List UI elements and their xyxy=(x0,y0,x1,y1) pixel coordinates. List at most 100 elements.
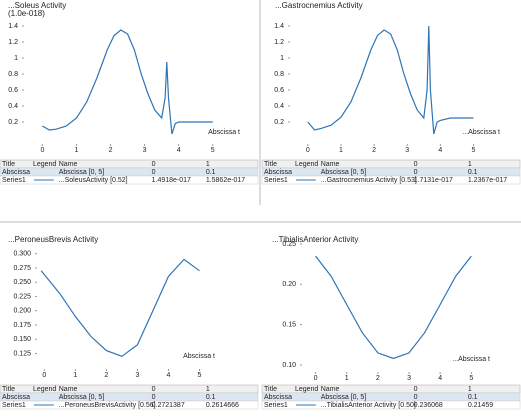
panel-title: ...TibialisAnterior Activity xyxy=(272,235,358,244)
x-tick-label: 5 xyxy=(472,147,476,154)
x-tick-label: 4 xyxy=(438,375,442,382)
table-header: Title xyxy=(264,161,277,168)
y-tick-label: 0.15 xyxy=(282,321,296,328)
x-axis-label: Abscissa t xyxy=(183,353,215,360)
table-header: 1 xyxy=(206,161,210,168)
table-header: 0 xyxy=(152,161,156,168)
table-row-bg xyxy=(261,167,521,177)
x-tick-label: 5 xyxy=(211,147,215,154)
x-tick-label: 0 xyxy=(42,372,46,379)
table-header: 0 xyxy=(152,386,156,393)
x-tick-label: 2 xyxy=(372,147,376,154)
y-tick-label: 1.4 xyxy=(8,23,18,30)
x-tick-label: 2 xyxy=(104,372,108,379)
x-tick-label: 2 xyxy=(109,147,113,154)
y-tick-label: 0.125 xyxy=(13,350,31,357)
y-tick-label: 1.2 xyxy=(8,39,18,46)
table-header: 0 xyxy=(414,386,418,393)
y-tick-label: 1 xyxy=(280,55,284,62)
table-cell: ...PeroneusBrevisActivity [0.56] xyxy=(59,402,156,409)
panel-subtitle: (1.0e-018) xyxy=(8,9,45,18)
x-tick-label: 0 xyxy=(40,147,44,154)
series-line xyxy=(40,258,200,357)
table-cell: 0.1 xyxy=(468,394,478,401)
table-header: Legend xyxy=(295,161,318,168)
y-tick-label: 1 xyxy=(14,55,18,62)
table-header: 0 xyxy=(414,161,418,168)
table-cell: 0.236068 xyxy=(414,402,443,409)
table-cell: Abscissa xyxy=(264,169,292,176)
x-tick-label: 3 xyxy=(143,147,147,154)
x-tick-label: 3 xyxy=(407,375,411,382)
table-cell: 0 xyxy=(414,169,418,176)
series-line xyxy=(42,29,213,135)
x-tick-label: 3 xyxy=(405,147,409,154)
x-tick-label: 1 xyxy=(73,372,77,379)
x-tick-label: 3 xyxy=(135,372,139,379)
table-row-bg xyxy=(261,175,521,185)
y-tick-label: 0.200 xyxy=(13,308,31,315)
table-header: Title xyxy=(2,161,15,168)
table-cell: 1.2367e-017 xyxy=(468,177,507,184)
table-header: Name xyxy=(321,161,340,168)
table-cell: 0.1 xyxy=(206,169,216,176)
table-row-bg xyxy=(0,175,259,185)
table-cell: Abscissa [0, 5] xyxy=(321,169,367,176)
y-tick-label: 1.4 xyxy=(274,23,284,30)
x-axis-label: ...Abscissa t xyxy=(452,356,490,363)
table-header: Legend xyxy=(295,386,318,393)
y-tick-label: 0.175 xyxy=(13,322,31,329)
x-tick-label: 0 xyxy=(306,147,310,154)
y-tick-label: 0.10 xyxy=(282,362,296,369)
table-header: Legend xyxy=(33,161,56,168)
x-axis-label: Abscissa t xyxy=(208,129,240,136)
table-header: Name xyxy=(59,386,78,393)
table-row-bg xyxy=(0,167,259,177)
table-row-bg xyxy=(0,392,259,402)
y-tick-label: 0.6 xyxy=(274,87,284,94)
panel-title: ...Soleus Activity xyxy=(8,1,66,10)
panel-title: ...Gastrocnemius Activity xyxy=(275,1,363,10)
x-tick-label: 1 xyxy=(339,147,343,154)
table-cell: 1.4918e-017 xyxy=(152,177,191,184)
y-tick-label: 0.4 xyxy=(274,103,284,110)
series-line xyxy=(315,255,472,360)
table-header: 1 xyxy=(468,386,472,393)
x-axis-label: ...Abscissa t xyxy=(462,129,500,136)
table-cell: ...SoleusActivity [0.52] xyxy=(59,177,128,184)
table-cell: 0.2721387 xyxy=(152,402,185,409)
table-cell: 0 xyxy=(152,169,156,176)
table-cell: 0.1 xyxy=(206,394,216,401)
table-cell: Series1 xyxy=(264,177,288,184)
table-cell: Abscissa xyxy=(2,169,30,176)
panel-title: ...PeroneusBrevis Activity xyxy=(8,235,98,244)
y-tick-label: 0.300 xyxy=(13,251,31,258)
table-cell: 0.21459 xyxy=(468,402,493,409)
table-header: Title xyxy=(2,386,15,393)
table-cell: 1.7131e-017 xyxy=(414,177,453,184)
x-tick-label: 0 xyxy=(314,375,318,382)
y-tick-label: 0.2 xyxy=(8,119,18,126)
y-tick-label: 0.4 xyxy=(8,103,18,110)
x-tick-label: 2 xyxy=(376,375,380,382)
y-tick-label: 0.20 xyxy=(282,281,296,288)
y-tick-label: 1.2 xyxy=(274,39,284,46)
table-cell: 1.5862e-017 xyxy=(206,177,245,184)
table-cell: Series1 xyxy=(264,402,288,409)
x-tick-label: 5 xyxy=(469,375,473,382)
table-cell: 0.2614666 xyxy=(206,402,239,409)
x-tick-label: 4 xyxy=(177,147,181,154)
table-cell: Abscissa [0, 5] xyxy=(59,169,105,176)
y-tick-label: 0.8 xyxy=(8,71,18,78)
table-cell: ...TibialisAnterior Activity [0.50] xyxy=(321,402,416,409)
y-tick-label: 0.275 xyxy=(13,265,31,272)
table-cell: 0 xyxy=(414,394,418,401)
x-tick-label: 5 xyxy=(198,372,202,379)
y-tick-label: 0.25 xyxy=(282,241,296,248)
table-cell: ...Gastrocnemius Activity [0.53] xyxy=(321,177,417,184)
table-cell: Abscissa xyxy=(2,394,30,401)
table-row-bg xyxy=(0,400,259,410)
table-header: Legend xyxy=(33,386,56,393)
